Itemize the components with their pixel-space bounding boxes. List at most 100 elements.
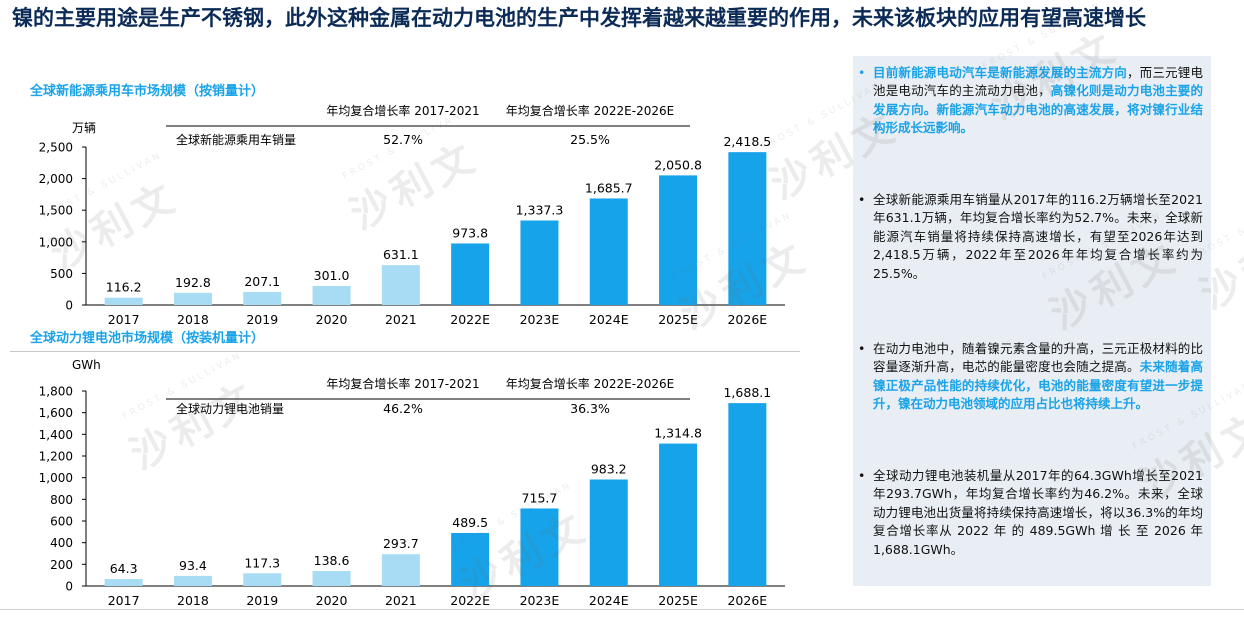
bar-value-label: 138.6 bbox=[314, 553, 350, 568]
bar-value-label: 116.2 bbox=[106, 280, 142, 295]
bar-value-label: 715.7 bbox=[522, 490, 558, 505]
battery-installed-bar-chart: GWh 0 200 400 600 800 1,000 1,200 1,400 1,600 1,80… bbox=[39, 358, 785, 608]
y-tick-label: 2,500 bbox=[39, 141, 73, 155]
cagr-header-1: 年均复合增长率 2017-2021 bbox=[326, 103, 479, 118]
x-category-label: 2018 bbox=[177, 312, 209, 327]
bar-value-label: 489.5 bbox=[452, 515, 488, 530]
cagr-header-2: 年均复合增长率 2022E-2026E bbox=[506, 376, 674, 391]
bar bbox=[173, 575, 212, 586]
y-tick-label: 0 bbox=[65, 299, 73, 313]
y-tick-label: 1,000 bbox=[39, 235, 73, 249]
bar-value-label: 301.0 bbox=[314, 268, 350, 283]
x-category-label: 2025E bbox=[658, 593, 698, 608]
highlight-text: 目前新能源电动汽车是新能源发展的主流方向 bbox=[873, 65, 1127, 80]
x-category-label: 2023E bbox=[520, 312, 560, 327]
bar-value-label: 93.4 bbox=[179, 558, 207, 573]
bar bbox=[312, 285, 351, 305]
bar bbox=[659, 175, 698, 305]
x-category-label: 2017 bbox=[108, 593, 140, 608]
bar-value-label: 983.2 bbox=[591, 461, 627, 476]
x-category-label: 2020 bbox=[316, 593, 348, 608]
highlight-text: 高镍化则是动力电池主要的发展方向。新能源汽车动力电池的高速发展，将对镍行业结构形… bbox=[873, 83, 1203, 136]
y-tick-label: 1,400 bbox=[39, 428, 73, 442]
bar-value-label: 64.3 bbox=[110, 561, 138, 576]
x-category-label: 2022E bbox=[450, 312, 490, 327]
bullet-3: • 在动力电池中，随着镍元素含量的升高，三元正极材料的比容量逐渐升高，电芯的能量密… bbox=[858, 341, 1203, 412]
x-category-label: 2023E bbox=[520, 593, 560, 608]
x-category-label: 2024E bbox=[589, 312, 629, 327]
bar-value-label: 1,685.7 bbox=[585, 180, 633, 195]
body-text: 全球动力锂电池装机量从2017年的64.3GWh增长至2021年293.7GWh… bbox=[873, 468, 1203, 557]
chart1-title: 全球新能源乘用车市场规模（按销量计） bbox=[30, 84, 265, 99]
x-category-label: 2021 bbox=[385, 593, 417, 608]
y-tick-label: 2,000 bbox=[39, 172, 73, 186]
cagr-value-2: 36.3% bbox=[570, 401, 610, 416]
cagr-row-label: 全球动力锂电池销量 bbox=[176, 401, 284, 416]
bar bbox=[451, 532, 490, 586]
bar bbox=[173, 292, 212, 305]
cagr-value-1: 52.7% bbox=[383, 132, 423, 147]
ev-sales-bar-chart: 万辆 0 500 1,000 1,500 2,000 2,500 年均复合增长率 2017-2… bbox=[39, 103, 785, 327]
x-category-label: 2021 bbox=[385, 312, 417, 327]
highlight-text: 未来随着高镍正极产品性能的持续优化，电池的能量密度有望进一步提升，镍在动力电池领… bbox=[873, 359, 1203, 412]
body-text: 全球新能源乘用车销量从2017年的116.2万辆增长至2021年631.1万辆，… bbox=[873, 192, 1204, 281]
chart-divider bbox=[10, 351, 800, 352]
y-tick-label: 500 bbox=[50, 267, 73, 281]
bar bbox=[728, 403, 767, 586]
y-unit-label: GWh bbox=[72, 358, 101, 372]
x-category-label: 2018 bbox=[177, 593, 209, 608]
bar bbox=[243, 573, 282, 586]
cagr-header-1: 年均复合增长率 2017-2021 bbox=[326, 376, 479, 391]
bar bbox=[659, 443, 698, 586]
x-category-label: 2019 bbox=[246, 593, 278, 608]
y-tick-label: 1,200 bbox=[39, 450, 73, 464]
x-category-label: 2026E bbox=[727, 312, 767, 327]
y-unit-label: 万辆 bbox=[72, 121, 96, 135]
cagr-row-label: 全球新能源乘用车销量 bbox=[176, 132, 296, 147]
x-category-label: 2017 bbox=[108, 312, 140, 327]
bar-value-label: 2,418.5 bbox=[723, 134, 771, 149]
bullet-4: • 全球动力锂电池装机量从2017年的64.3GWh增长至2021年293.7GW… bbox=[858, 468, 1203, 557]
x-category-label: 2019 bbox=[246, 312, 278, 327]
footer-rule bbox=[0, 609, 1244, 610]
y-tick-label: 1,800 bbox=[39, 385, 73, 399]
y-tick-label: 400 bbox=[50, 536, 73, 550]
bar-value-label: 207.1 bbox=[244, 274, 280, 289]
cagr-value-2: 25.5% bbox=[570, 132, 610, 147]
y-tick-label: 600 bbox=[50, 515, 73, 529]
bar-value-label: 1,314.8 bbox=[654, 426, 702, 441]
x-category-label: 2022E bbox=[450, 593, 490, 608]
x-category-label: 2025E bbox=[658, 312, 698, 327]
x-category-label: 2020 bbox=[316, 312, 348, 327]
watermark-glyph: 文 bbox=[1214, 406, 1244, 465]
chart2-title: 全球动力锂电池市场规模（按装机量计） bbox=[30, 331, 265, 346]
y-tick-label: 200 bbox=[50, 558, 73, 572]
bar bbox=[589, 479, 628, 586]
bar-value-label: 631.1 bbox=[383, 247, 419, 262]
bar bbox=[728, 152, 767, 305]
y-tick-label: 1,600 bbox=[39, 406, 73, 420]
bar-value-label: 117.3 bbox=[244, 555, 280, 570]
commentary-panel: • 目前新能源电动汽车是新能源发展的主流方向，而三元锂电池是电动汽车的主流动力电池… bbox=[853, 56, 1211, 586]
bar bbox=[520, 508, 559, 586]
y-tick-label: 1,500 bbox=[39, 204, 73, 218]
page-title: 镍的主要用途是生产不锈钢，此外这种金属在动力电池的生产中发挥着越来越重要的作用，… bbox=[12, 6, 1146, 30]
bar-value-label: 1,337.3 bbox=[516, 202, 564, 217]
bar-value-label: 1,688.1 bbox=[723, 385, 771, 400]
bar-value-label: 973.8 bbox=[452, 225, 488, 240]
watermark-glyph: 利 bbox=[1234, 238, 1244, 297]
bar bbox=[312, 570, 351, 586]
body-text: ，而三元锂电池是电动汽车的主流动力电池， bbox=[873, 65, 1203, 99]
bullet-2: • 全球新能源乘用车销量从2017年的116.2万辆增长至2021年631.1万辆… bbox=[858, 192, 1204, 281]
y-tick-label: 800 bbox=[50, 493, 73, 507]
cagr-header-2: 年均复合增长率 2022E-2026E bbox=[506, 103, 674, 118]
bar-value-label: 293.7 bbox=[383, 536, 419, 551]
body-text: 在动力电池中，随着镍元素含量的升高，三元正极材料的比容量逐渐升高，电芯的能量密度… bbox=[873, 341, 1203, 375]
bar bbox=[104, 579, 143, 586]
bar bbox=[381, 265, 420, 305]
bullet-1: • 目前新能源电动汽车是新能源发展的主流方向，而三元锂电池是电动汽车的主流动力电池… bbox=[858, 65, 1203, 136]
bar bbox=[451, 243, 490, 305]
bar bbox=[589, 198, 628, 305]
y-tick-label: 1,000 bbox=[39, 471, 73, 485]
bar bbox=[520, 220, 559, 305]
